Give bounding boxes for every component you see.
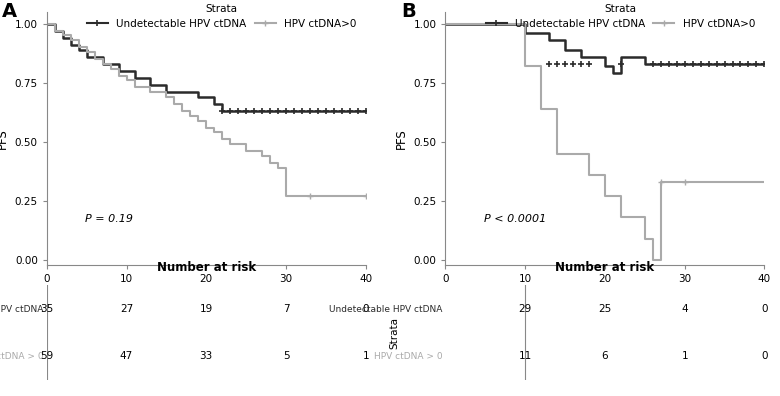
Text: 33: 33 bbox=[200, 352, 213, 362]
Text: A: A bbox=[2, 2, 17, 21]
Text: P = 0.19: P = 0.19 bbox=[85, 214, 133, 224]
Y-axis label: PFS: PFS bbox=[395, 128, 408, 148]
Text: 7: 7 bbox=[282, 304, 289, 314]
Text: Number at risk: Number at risk bbox=[555, 261, 654, 274]
Text: Undetectable HPV ctDNA: Undetectable HPV ctDNA bbox=[0, 305, 44, 314]
Text: 11: 11 bbox=[519, 352, 532, 362]
Text: Undetectable HPV ctDNA: Undetectable HPV ctDNA bbox=[329, 305, 442, 314]
Text: 27: 27 bbox=[120, 304, 133, 314]
Text: Number at risk: Number at risk bbox=[157, 261, 256, 274]
Text: 19: 19 bbox=[200, 304, 213, 314]
Text: HPV ctDNA > 0: HPV ctDNA > 0 bbox=[0, 352, 44, 361]
Text: P < 0.0001: P < 0.0001 bbox=[484, 214, 546, 224]
Text: 1: 1 bbox=[363, 352, 369, 362]
Legend: Undetectable HPV ctDNA, HPV ctDNA>0: Undetectable HPV ctDNA, HPV ctDNA>0 bbox=[481, 0, 759, 33]
Text: HPV ctDNA > 0: HPV ctDNA > 0 bbox=[374, 352, 442, 361]
Text: 35: 35 bbox=[41, 304, 53, 314]
Text: 1: 1 bbox=[682, 352, 688, 362]
Text: 0: 0 bbox=[363, 304, 369, 314]
Text: 47: 47 bbox=[120, 352, 133, 362]
Legend: Undetectable HPV ctDNA, HPV ctDNA>0: Undetectable HPV ctDNA, HPV ctDNA>0 bbox=[83, 0, 360, 33]
Text: 4: 4 bbox=[682, 304, 688, 314]
Text: 6: 6 bbox=[601, 352, 608, 362]
Text: 0: 0 bbox=[761, 352, 768, 362]
Text: 5: 5 bbox=[282, 352, 289, 362]
Text: 0: 0 bbox=[761, 304, 768, 314]
Text: B: B bbox=[401, 2, 416, 21]
Text: 25: 25 bbox=[598, 304, 612, 314]
Text: Strata: Strata bbox=[389, 317, 399, 349]
Text: 59: 59 bbox=[41, 352, 53, 362]
Y-axis label: PFS: PFS bbox=[0, 128, 9, 148]
Text: 29: 29 bbox=[519, 304, 532, 314]
